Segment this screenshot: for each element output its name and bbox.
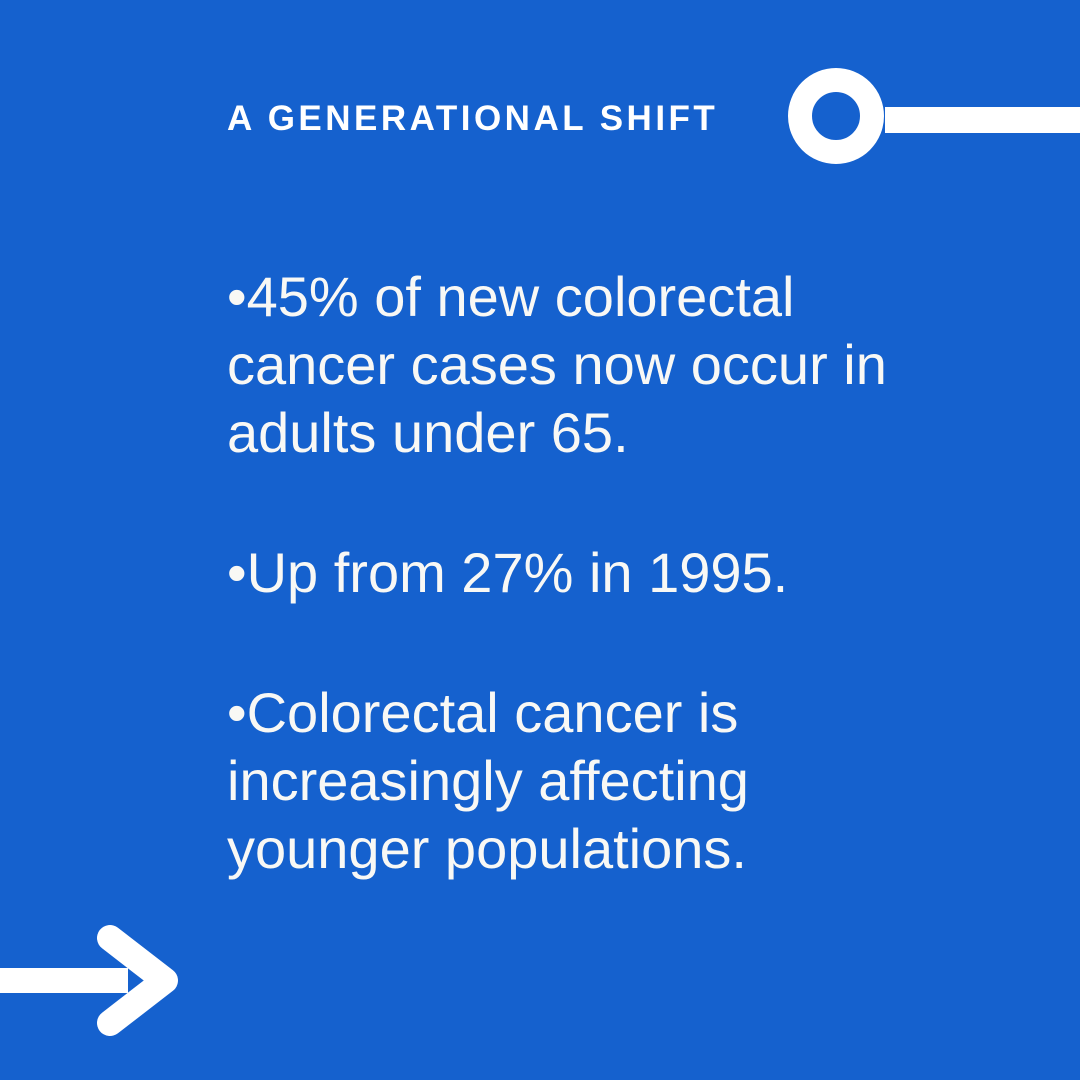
bullet-item: •Colorectal cancer is increasingly affec… — [227, 679, 967, 883]
page-title: A GENERATIONAL SHIFT — [227, 99, 719, 138]
bullet-list: •45% of new colorectal cancer cases now … — [227, 263, 967, 883]
bullet-line: younger populations. — [227, 817, 747, 880]
bullet-line: •Colorectal cancer is — [227, 681, 739, 744]
timeline-node-icon — [788, 68, 884, 164]
bullet-line: increasingly affecting — [227, 749, 749, 812]
timeline-line — [885, 107, 1080, 133]
arrow-right-icon — [0, 918, 200, 1043]
bullet-line: •Up from 27% in 1995. — [227, 541, 789, 604]
bullet-item: •45% of new colorectal cancer cases now … — [227, 263, 967, 467]
bullet-line: adults under 65. — [227, 401, 629, 464]
bullet-line: cancer cases now occur in — [227, 333, 887, 396]
bullet-item: •Up from 27% in 1995. — [227, 539, 967, 607]
bullet-line: •45% of new colorectal — [227, 265, 795, 328]
